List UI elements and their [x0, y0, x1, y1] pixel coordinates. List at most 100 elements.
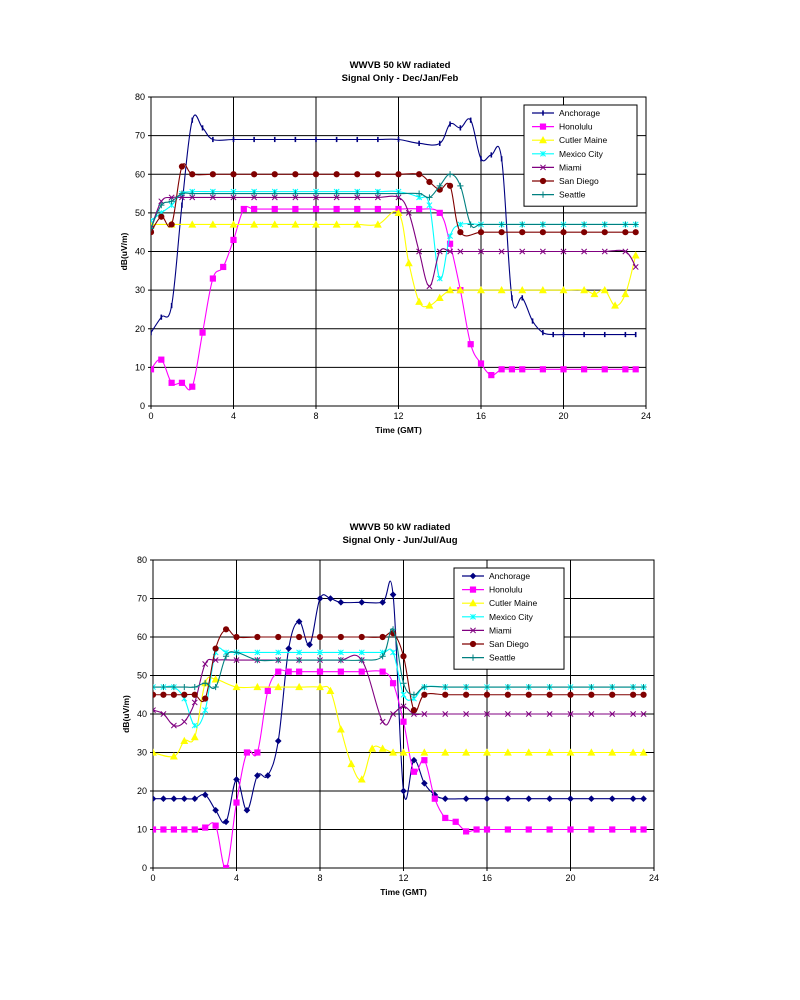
data-point — [212, 645, 219, 652]
data-point — [426, 178, 433, 186]
legend-marker — [469, 640, 477, 648]
data-point — [416, 248, 423, 255]
data-point — [483, 683, 491, 691]
data-point — [539, 366, 546, 373]
data-point — [316, 668, 324, 675]
y-tick-label: 0 — [140, 401, 145, 411]
data-point — [202, 680, 209, 687]
data-point — [421, 757, 428, 764]
series-anchorage — [153, 580, 647, 826]
y-tick-label: 50 — [135, 208, 145, 218]
data-point — [609, 691, 616, 698]
data-point — [374, 205, 381, 213]
data-point — [189, 171, 196, 178]
data-point — [230, 190, 237, 197]
data-point — [243, 806, 251, 814]
x-tick-label: 12 — [398, 873, 408, 883]
legend-label: Cutler Maine — [559, 135, 607, 145]
legend-box — [523, 104, 638, 207]
legend-label: Honolulu — [559, 122, 593, 132]
data-point — [251, 190, 258, 197]
x-axis-title: Time (GMT) — [380, 887, 427, 897]
legend-marker — [539, 191, 547, 198]
data-point — [170, 683, 177, 691]
data-point — [452, 818, 459, 825]
x-tick-label: 0 — [148, 411, 153, 421]
data-point — [567, 683, 574, 691]
data-point — [560, 229, 567, 236]
data-point — [421, 711, 428, 717]
data-point — [608, 795, 616, 803]
data-point — [538, 285, 547, 294]
data-point — [640, 691, 647, 698]
data-point — [254, 657, 261, 664]
data-point — [191, 699, 198, 706]
data-point — [333, 205, 340, 213]
data-point — [202, 695, 209, 702]
data-point — [504, 826, 511, 833]
data-point — [202, 707, 209, 714]
data-point — [327, 595, 334, 602]
data-point — [446, 171, 454, 178]
data-point — [285, 645, 292, 652]
data-point — [291, 220, 300, 228]
data-point — [189, 190, 196, 197]
data-point — [274, 737, 282, 745]
data-point — [292, 171, 299, 178]
data-point — [441, 795, 449, 803]
data-point — [220, 263, 227, 271]
legend-label: Mexico City — [559, 149, 604, 159]
data-point — [180, 736, 189, 745]
x-tick-label: 24 — [649, 873, 659, 883]
data-point — [640, 795, 647, 803]
data-point — [405, 209, 412, 216]
legend-marker — [470, 613, 476, 620]
data-point — [435, 293, 444, 301]
data-point — [622, 229, 629, 236]
data-point — [389, 591, 397, 598]
data-point — [484, 711, 490, 717]
data-point — [581, 248, 588, 255]
data-point — [539, 229, 546, 236]
data-point — [399, 748, 408, 756]
y-tick-label: 80 — [137, 555, 147, 565]
data-point — [250, 220, 259, 228]
data-point — [498, 229, 505, 236]
data-point — [178, 163, 186, 170]
data-point — [178, 194, 185, 201]
legend-label: Honolulu — [489, 585, 523, 595]
data-point — [446, 240, 454, 247]
data-point — [498, 366, 505, 373]
data-point — [498, 221, 505, 228]
legend-label: Miami — [489, 625, 512, 635]
data-point — [271, 205, 278, 213]
data-point — [378, 744, 387, 752]
data-point — [188, 220, 197, 228]
data-point — [230, 171, 237, 178]
chart-plot-summer: 0 10 20 30 40 50 60 70 80 0 4 8 12 16 20 24 Time (GMT) dB… — [121, 555, 659, 897]
data-point — [199, 329, 206, 336]
data-point — [525, 711, 532, 717]
legend-marker — [539, 177, 547, 185]
data-point — [337, 599, 345, 606]
data-point — [358, 649, 365, 656]
data-point — [379, 653, 386, 660]
data-point — [559, 285, 568, 294]
data-point — [416, 205, 423, 213]
data-point — [446, 285, 455, 294]
data-point — [312, 171, 320, 178]
data-point — [253, 682, 262, 691]
series-miami — [153, 654, 647, 729]
data-point — [581, 366, 588, 373]
data-point — [546, 711, 553, 717]
y-tick-label: 10 — [137, 825, 147, 835]
legend-label: Seattle — [559, 190, 586, 200]
data-point — [306, 641, 313, 649]
data-point — [233, 776, 240, 783]
y-tick-label: 20 — [137, 786, 147, 796]
data-point — [275, 649, 282, 656]
data-point — [567, 691, 574, 698]
data-point — [168, 379, 175, 386]
data-point — [254, 633, 261, 641]
series-seattle — [151, 171, 639, 232]
